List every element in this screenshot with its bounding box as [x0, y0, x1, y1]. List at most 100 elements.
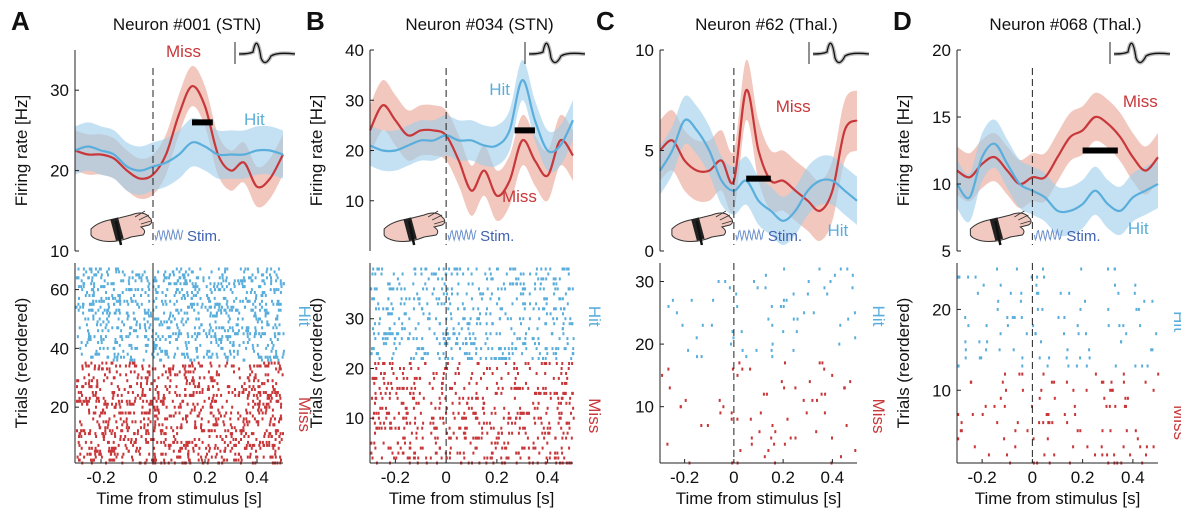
spike-tick	[851, 273, 854, 277]
spike-tick	[1021, 364, 1024, 368]
spike-tick	[409, 391, 412, 395]
spike-tick	[521, 386, 524, 390]
spike-tick	[83, 399, 86, 403]
spike-tick	[104, 432, 107, 436]
spike-tick	[275, 367, 278, 371]
spike-tick	[533, 406, 536, 410]
spike-tick	[107, 296, 110, 300]
spike-tick	[76, 335, 79, 339]
spike-tick	[370, 287, 373, 291]
spike-tick	[233, 443, 236, 447]
spike-tick	[119, 405, 122, 409]
spike-tick	[140, 426, 142, 430]
spike-tick	[145, 349, 148, 353]
spike-tick	[419, 376, 422, 380]
spike-tick	[382, 362, 385, 365]
spike-tick	[160, 429, 163, 433]
spike-tick	[163, 440, 166, 444]
spike-tick	[390, 287, 393, 291]
spike-tick	[978, 356, 981, 360]
spike-tick	[255, 294, 258, 297]
spike-tick	[701, 323, 704, 327]
spike-tick	[230, 435, 233, 438]
spike-tick	[125, 373, 128, 377]
spike-tick	[377, 411, 380, 415]
spike-tick	[378, 386, 381, 390]
spike-tick	[234, 452, 237, 456]
spike-tick	[144, 291, 147, 294]
spike-tick	[140, 279, 143, 283]
spike-tick	[165, 320, 168, 324]
spike-tick	[226, 361, 229, 365]
spike-tick	[420, 357, 423, 360]
spike-tick	[270, 435, 273, 438]
spike-tick	[240, 458, 243, 462]
spike-tick	[562, 391, 565, 395]
spike-tick	[198, 288, 201, 292]
spike-tick	[192, 391, 195, 394]
spike-tick	[233, 285, 236, 289]
spike-tick	[134, 440, 137, 444]
spike-tick	[115, 267, 117, 271]
spike-tick	[462, 396, 465, 400]
spike-tick	[189, 411, 192, 415]
spike-tick	[142, 358, 145, 362]
spike-tick	[176, 440, 179, 444]
spike-tick	[122, 349, 125, 353]
spike-tick	[88, 408, 90, 412]
spike-tick	[220, 338, 223, 341]
spike-tick	[519, 272, 522, 276]
spike-tick	[1152, 445, 1155, 449]
spike-tick	[543, 391, 546, 395]
spike-tick	[112, 296, 114, 300]
spike-tick	[169, 443, 172, 447]
spike-tick	[463, 386, 466, 390]
spike-tick	[265, 346, 268, 350]
spike-tick	[547, 272, 550, 276]
spike-tick	[474, 436, 477, 440]
spike-tick	[410, 386, 413, 390]
spike-tick	[196, 355, 199, 359]
spike-tick	[417, 367, 420, 370]
spike-tick	[413, 376, 416, 380]
spike-tick	[532, 401, 535, 405]
spike-tick	[185, 282, 188, 286]
spike-tick	[190, 393, 193, 397]
spike-tick	[554, 277, 557, 281]
spike-tick	[549, 267, 552, 271]
spike-tick	[160, 349, 163, 353]
spike-tick	[413, 451, 416, 455]
waveform-icon	[524, 41, 586, 65]
spike-tick	[267, 358, 270, 362]
spike-tick	[503, 406, 506, 410]
spike-tick	[162, 364, 165, 368]
spike-tick	[522, 426, 525, 430]
spike-tick	[237, 329, 240, 333]
spike-tick	[440, 456, 443, 460]
spike-tick	[254, 314, 257, 318]
spike-tick	[200, 423, 203, 427]
spike-tick	[219, 449, 222, 453]
spike-tick	[116, 426, 119, 430]
spike-tick	[237, 440, 240, 444]
spike-tick	[412, 307, 415, 311]
spike-tick	[80, 423, 83, 427]
spike-tick	[1068, 291, 1071, 295]
spike-tick	[546, 441, 549, 445]
spike-tick	[139, 326, 141, 330]
spike-tick	[80, 391, 83, 394]
spike-tick	[527, 456, 530, 460]
spike-tick	[150, 382, 153, 386]
spike-tick	[138, 323, 141, 327]
spike-tick	[838, 342, 841, 346]
raster-y-tick-label: 10	[932, 381, 951, 400]
spike-tick	[210, 341, 213, 344]
spike-tick	[128, 399, 131, 403]
spike-tick	[402, 401, 405, 405]
waveform-icon	[808, 41, 870, 65]
spike-tick	[459, 451, 462, 455]
spike-tick	[117, 443, 120, 447]
spike-tick	[226, 305, 229, 309]
spike-tick	[451, 401, 454, 405]
spike-tick	[81, 367, 84, 371]
